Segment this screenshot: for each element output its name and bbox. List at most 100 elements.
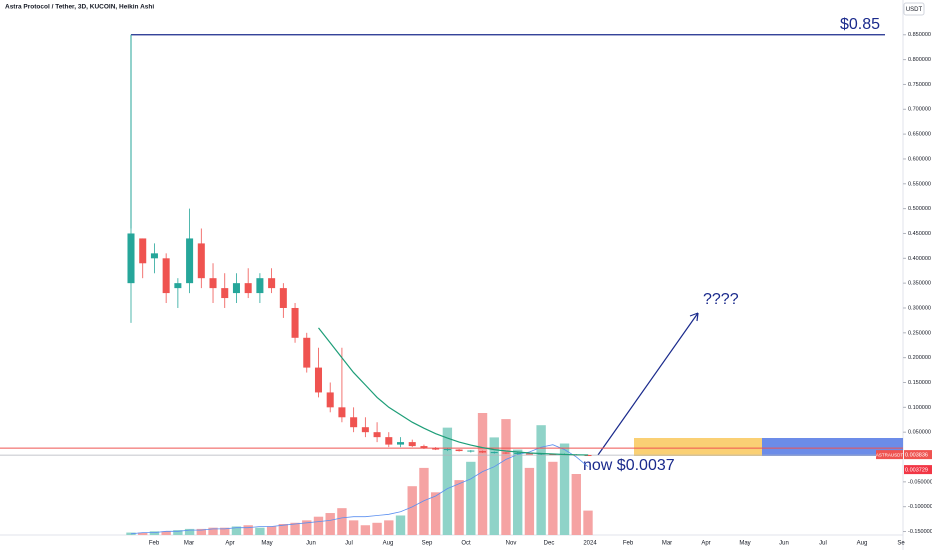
candle-body bbox=[221, 288, 229, 299]
y-tick-label: 0.400000 bbox=[908, 256, 931, 262]
candle-body bbox=[232, 283, 240, 294]
x-tick-label: Aug bbox=[383, 541, 394, 547]
candle-body bbox=[244, 283, 252, 294]
x-tick-label: Mar bbox=[184, 541, 194, 547]
candle-body bbox=[525, 453, 533, 455]
y-tick-label: 0.100000 bbox=[908, 405, 931, 411]
candle-body bbox=[326, 392, 334, 408]
volume-bar bbox=[513, 449, 523, 535]
x-tick-label: Apr bbox=[225, 541, 234, 547]
candle-body bbox=[350, 417, 358, 428]
question-annotation: ???? bbox=[703, 291, 739, 308]
volume-bar bbox=[348, 520, 359, 535]
volume-bar bbox=[220, 527, 230, 535]
x-tick-label: Jul bbox=[345, 541, 353, 547]
volume-bar bbox=[138, 532, 148, 535]
y-tick-label: 0.150000 bbox=[908, 380, 931, 386]
candle-body bbox=[174, 283, 182, 289]
volume-bar bbox=[255, 527, 265, 535]
candle-body bbox=[314, 367, 323, 393]
y-tick-label: 0.450000 bbox=[908, 231, 931, 237]
y-tick-label: -0.150000 bbox=[908, 529, 932, 535]
candle-body bbox=[186, 238, 194, 284]
candle-body bbox=[139, 238, 147, 264]
y-tick-label: -0.050000 bbox=[908, 479, 932, 485]
y-tick-label: 0.250000 bbox=[908, 330, 931, 336]
chart-title: Astra Protocol / Tether, 3D, KUCOIN, Hei… bbox=[5, 4, 154, 11]
x-tick-label: Se bbox=[897, 541, 905, 547]
zone-blue bbox=[762, 438, 903, 456]
x-tick-label: 2024 bbox=[583, 541, 597, 547]
candle-body bbox=[127, 233, 135, 284]
y-tick-label: 0.200000 bbox=[908, 355, 931, 361]
volume-bar bbox=[583, 510, 593, 535]
x-tick-label: Oct bbox=[461, 541, 471, 547]
target-label: $0.85 bbox=[840, 16, 880, 33]
x-tick-label: May bbox=[739, 541, 750, 547]
now-annotation: now $0.0037 bbox=[583, 457, 675, 474]
volume-bar bbox=[559, 443, 570, 535]
volume-bar bbox=[489, 437, 499, 535]
y-tick-label: -0.100000 bbox=[908, 504, 932, 510]
volume-bar bbox=[548, 461, 558, 535]
candle-body bbox=[150, 253, 158, 259]
candle-body bbox=[396, 442, 405, 445]
candle-body bbox=[432, 448, 440, 450]
candle-body bbox=[291, 307, 299, 338]
candle-body bbox=[467, 450, 475, 452]
x-tick-label: Mar bbox=[662, 541, 672, 547]
symbol-tag-bg bbox=[876, 450, 903, 460]
currency-box[interactable] bbox=[903, 2, 925, 16]
volume-bar bbox=[442, 427, 453, 535]
candle-body bbox=[490, 452, 498, 454]
y-tick-label: 0.350000 bbox=[908, 281, 931, 287]
candle-body bbox=[338, 407, 346, 418]
ma-line bbox=[318, 327, 589, 456]
volume-bar bbox=[360, 525, 371, 535]
candle-body bbox=[502, 452, 510, 454]
volume-bar bbox=[395, 515, 406, 535]
x-tick-label: Jul bbox=[819, 541, 827, 547]
candle-body bbox=[385, 437, 393, 445]
currency[interactable]: USDT bbox=[906, 7, 923, 13]
x-tick-label: Jun bbox=[306, 541, 316, 547]
y-tick-label: 0.800000 bbox=[908, 57, 931, 63]
volume-bar bbox=[302, 520, 312, 535]
candle-body bbox=[514, 453, 522, 455]
candle-body bbox=[256, 278, 264, 294]
x-tick-label: May bbox=[261, 541, 272, 547]
candle-body bbox=[162, 258, 170, 294]
x-tick-label: Feb bbox=[149, 541, 160, 547]
arrow-head bbox=[689, 312, 699, 322]
candle-body bbox=[443, 449, 451, 451]
volume-bar bbox=[430, 492, 441, 535]
y-tick-label: 0.550000 bbox=[908, 181, 931, 187]
volume-bar bbox=[278, 524, 289, 535]
zone-yellow bbox=[634, 438, 762, 456]
y-tick-label: 0.500000 bbox=[908, 206, 931, 212]
candle-body bbox=[268, 278, 276, 289]
y-tick-label: 0.700000 bbox=[908, 107, 931, 113]
volume-bar bbox=[149, 531, 160, 535]
y-tick-label: 0.650000 bbox=[908, 132, 931, 138]
volume-bar bbox=[466, 461, 476, 535]
volume-bar bbox=[384, 520, 394, 535]
volume-bar bbox=[372, 522, 382, 535]
volume-bar bbox=[184, 528, 195, 535]
x-tick-label: Nov bbox=[506, 541, 517, 547]
candle-body bbox=[209, 278, 217, 289]
volume-bar bbox=[536, 425, 546, 535]
volume-bar bbox=[571, 474, 581, 535]
candle-body bbox=[455, 449, 463, 452]
volume-bar bbox=[243, 525, 253, 535]
volume-bar bbox=[173, 530, 183, 535]
volume-bar bbox=[266, 526, 277, 535]
candle-body bbox=[197, 243, 205, 279]
y-tick-label: 0.600000 bbox=[908, 156, 931, 162]
volume-bar bbox=[407, 486, 417, 535]
volume-bar bbox=[524, 467, 535, 535]
y-tick-label: 0.750000 bbox=[908, 82, 931, 88]
volume-bar bbox=[313, 516, 324, 535]
x-tick-label: Sep bbox=[422, 541, 433, 547]
